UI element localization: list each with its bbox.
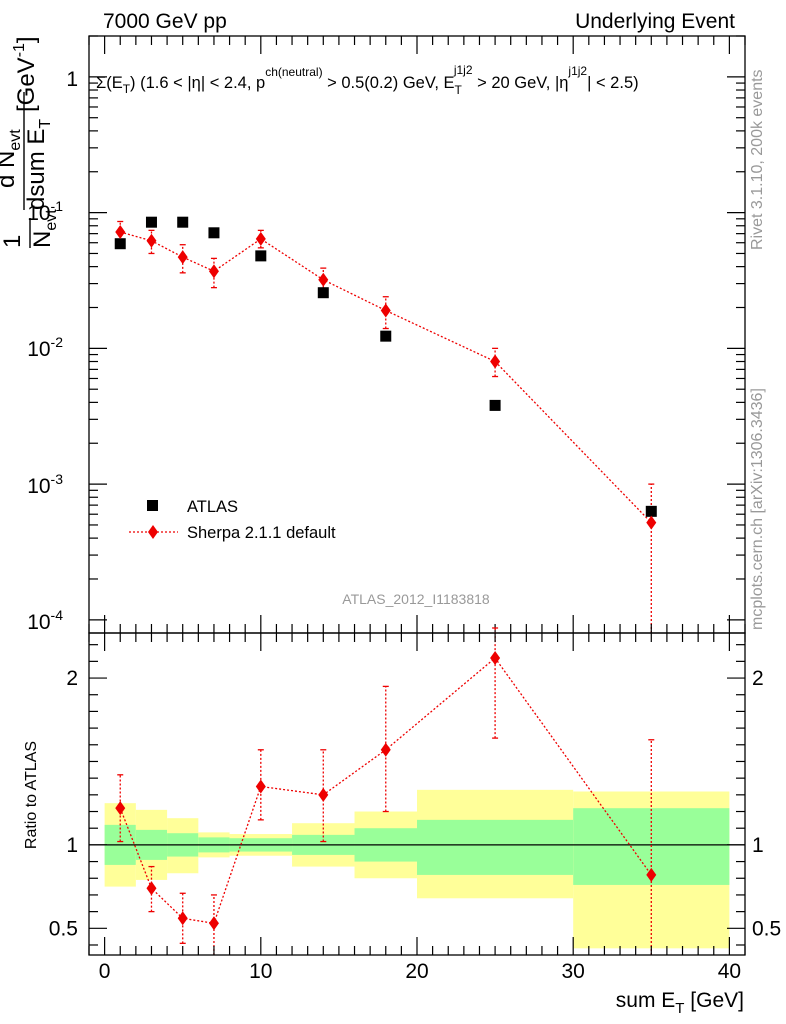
ytick-label-1e-3: 10-3 <box>27 471 63 498</box>
plot-title: Σ(ET) (1.6 < |η| < 2.4, pch(neutral) > 0… <box>96 63 639 97</box>
header-left: 7000 GeV pp <box>103 10 227 33</box>
sherpa-point <box>255 231 266 246</box>
ratio-point <box>146 881 157 896</box>
main-panel: 1 10-1 10-2 10-3 10-4 Σ(ET) (1.6 < |η| <… <box>0 35 746 634</box>
legend-atlas-marker <box>147 500 158 511</box>
ratio-ytick-labels: 0.5 0.5 1 1 2 2 <box>49 667 781 940</box>
ytick-label-1e-2: 10-2 <box>27 334 63 361</box>
legend-atlas-label: ATLAS <box>187 498 238 516</box>
atlas-point <box>380 330 392 342</box>
rivet-label: Rivet 3.1.10, 200k events <box>749 69 766 250</box>
xtick-label: 20 <box>405 960 428 983</box>
ratio-ticks <box>88 633 746 955</box>
atlas-point <box>208 227 220 239</box>
ratio-point <box>115 801 126 816</box>
atlas-point <box>114 238 126 250</box>
sherpa-point <box>115 224 126 239</box>
ratio-ytick-label-right: 1 <box>752 834 764 857</box>
xtick-label: 40 <box>718 960 741 983</box>
ratio-xtick-labels: 0 10 20 30 40 <box>99 960 741 983</box>
main-marks <box>114 216 657 633</box>
ratio-point <box>255 779 266 794</box>
ratio-ytick-label-right: 2 <box>752 667 764 690</box>
atlas-point <box>489 399 501 411</box>
analysis-watermark: ATLAS_2012_I1183818 <box>342 591 490 607</box>
sherpa-line <box>120 231 652 524</box>
legend-sherpa-marker <box>148 525 158 539</box>
ylabel-frac1-num: 1 <box>0 235 26 248</box>
ylabel-frac2-den: dsum ET <box>23 119 54 210</box>
ytick-label-1e-1: 10-1 <box>27 198 63 225</box>
header-right: Underlying Event <box>575 10 735 33</box>
sherpa-point <box>177 250 188 265</box>
legend: ATLAS Sherpa 2.1.1 default <box>129 498 336 542</box>
ratio-point <box>318 787 329 802</box>
atlas-point <box>255 250 267 262</box>
ratio-panel: 0.5 0.5 1 1 2 2 0 10 20 30 40 Ratio to ATLAS sum … <box>23 627 781 1017</box>
ratio-frame <box>88 632 746 956</box>
atlas-point <box>317 287 329 299</box>
xtick-label: 0 <box>99 960 111 983</box>
main-ticks <box>88 35 746 633</box>
ratio-marks <box>115 627 657 955</box>
ratio-ytick-label: 0.5 <box>49 917 78 940</box>
ratio-band-inner <box>417 819 574 875</box>
main-frame <box>88 35 746 634</box>
ratio-ytick-label-right: 0.5 <box>752 917 781 940</box>
atlas-point <box>145 216 157 228</box>
ratio-ytick-label: 1 <box>66 834 78 857</box>
atlas-point <box>177 216 189 228</box>
legend-sherpa-label: Sherpa 2.1.1 default <box>187 524 336 542</box>
sherpa-point <box>380 303 391 318</box>
ratio-ylabel: Ratio to ATLAS <box>23 741 40 849</box>
sherpa-point <box>646 515 657 530</box>
ylabel-unit: [GeV-1] <box>11 36 40 112</box>
ratio-ytick-label: 2 <box>66 667 78 690</box>
xtick-label: 10 <box>249 960 272 983</box>
atlas-point <box>645 505 657 517</box>
ytick-label-1e-4: 10-4 <box>27 607 63 634</box>
ratio-point <box>208 916 219 931</box>
sherpa-point <box>146 233 157 248</box>
ratio-bands <box>104 789 730 949</box>
main-ylabel: 1 Nevt d Nevt dsum ET [GeV-1] <box>0 36 60 248</box>
sherpa-point <box>208 264 219 279</box>
ylabel-frac2-num: d Nevt <box>0 129 24 188</box>
ratio-point <box>646 867 657 882</box>
xtick-label: 30 <box>562 960 585 983</box>
ratio-point <box>380 742 391 757</box>
sherpa-point <box>490 354 501 369</box>
main-ytick-labels: 1 10-1 10-2 10-3 10-4 <box>27 68 78 634</box>
ytick-label-1: 1 <box>66 68 78 91</box>
ratio-point <box>490 651 501 666</box>
ylabel-frac1-den: Nevt <box>29 209 60 248</box>
ratio-point <box>177 911 188 926</box>
sherpa-point <box>318 272 329 287</box>
xlabel: sum ET [GeV] <box>616 989 744 1017</box>
mcplots-label: mcplots.cern.ch [arXiv:1306.3436] <box>749 388 766 630</box>
